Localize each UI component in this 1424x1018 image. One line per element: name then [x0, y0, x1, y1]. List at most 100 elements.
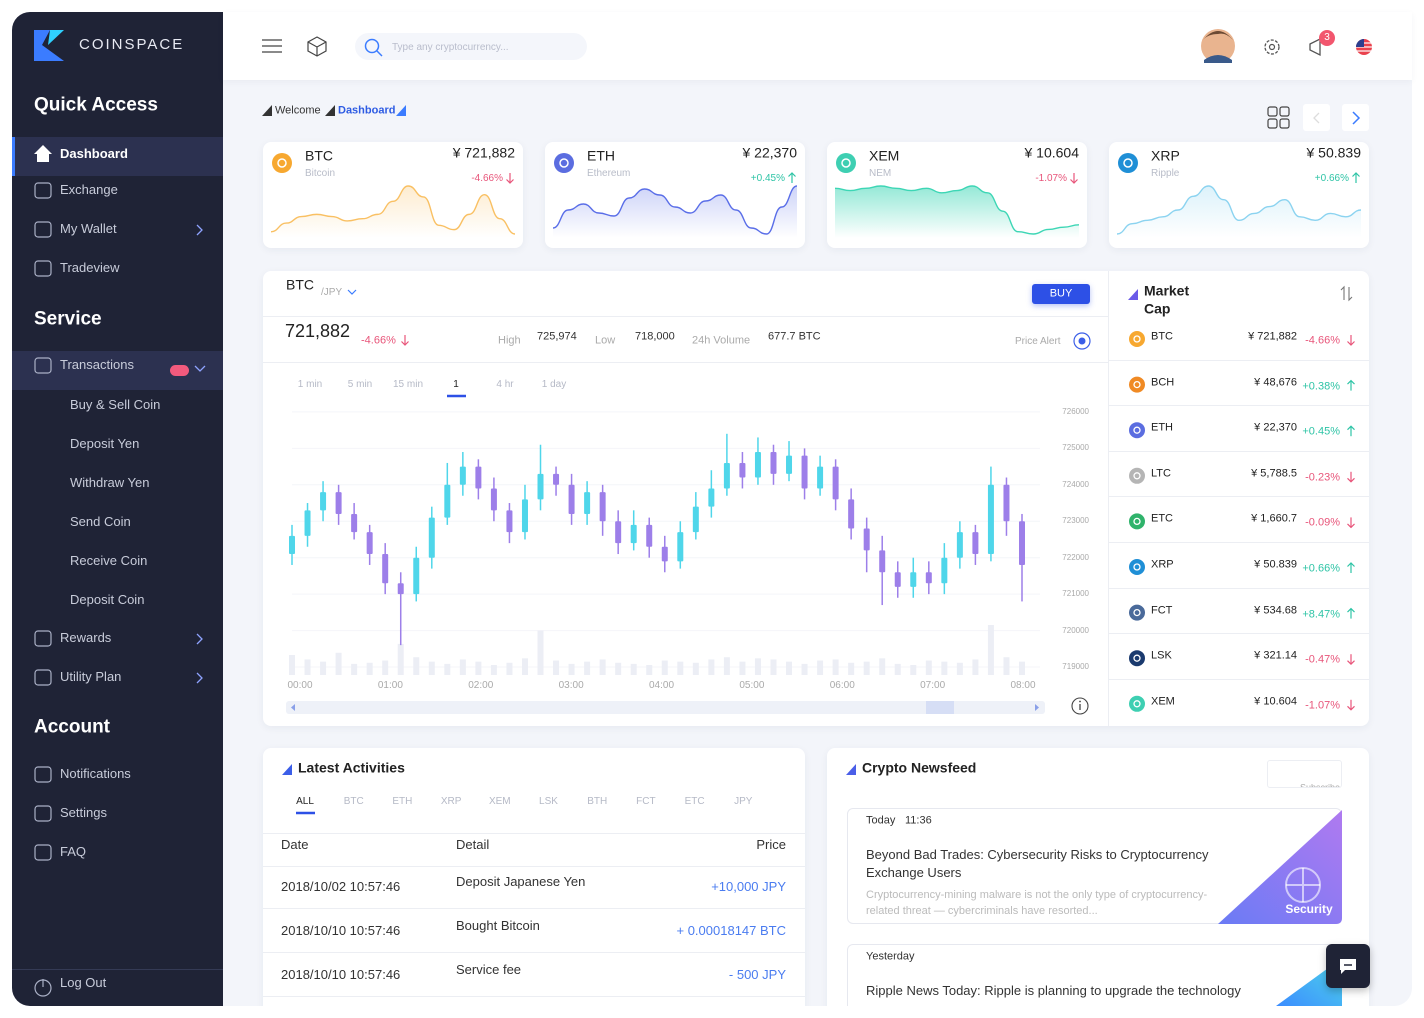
market-cap-title: Cap [1144, 300, 1171, 317]
sidebar-heading: Service [34, 308, 102, 330]
y-tick-label: 725000 [1062, 443, 1089, 453]
nav-item[interactable]: Notifications [60, 766, 131, 782]
notification-count: 3 [1324, 32, 1330, 43]
chat-icon [1340, 959, 1356, 974]
nav-item[interactable]: FAQ [60, 844, 87, 860]
nav-item[interactable]: Withdraw Yen [70, 475, 150, 491]
news-title: Beyond Bad Trades: Cybersecurity Risks t… [866, 847, 1209, 880]
y-tick-label: 726000 [1062, 407, 1089, 417]
stat-label: High [498, 334, 521, 347]
market-symbol: ETC [1151, 512, 1173, 525]
nav-item[interactable]: Transactions [60, 357, 134, 373]
logout[interactable]: Log Out [60, 975, 107, 991]
section-title: Latest Activities [298, 759, 405, 776]
scrollbar-thumb [926, 701, 954, 714]
stat-label: Low [595, 334, 616, 347]
divider [263, 362, 1108, 363]
nav-button [1303, 104, 1330, 131]
interval-tab[interactable]: 15 min [392, 379, 424, 390]
activity-tab[interactable]: FCT [636, 796, 656, 807]
activity-date: 2018/10/10 10:57:46 [281, 923, 401, 939]
nav-item[interactable]: Settings [60, 805, 107, 821]
coin-price: ¥ 22,370 [742, 144, 798, 161]
market-symbol: LTC [1151, 467, 1171, 480]
market-cap-title: Market [1144, 282, 1190, 299]
interval-tab[interactable]: 5 min [347, 379, 373, 390]
stat-value: 677.7 BTC [768, 330, 821, 343]
subscribe-label: Subscribe [1300, 783, 1340, 787]
activity-price: + 0.00018147 BTC [676, 923, 787, 939]
last-change: -4.66% [361, 334, 396, 347]
nav-item[interactable]: Deposit Yen [70, 436, 140, 452]
activity-tab[interactable]: ETC [684, 796, 705, 807]
interval-tab[interactable]: 1 day [541, 379, 567, 390]
activity-tab[interactable]: JPY [734, 796, 753, 807]
activity-tab[interactable]: XRP [440, 796, 462, 807]
x-tick-label: 04:00 [648, 680, 675, 691]
activity-tab[interactable]: BTH [587, 796, 608, 807]
x-tick-label: 06:00 [829, 680, 855, 691]
market-change: -0.23% [1305, 471, 1340, 484]
market-change: -0.09% [1305, 516, 1340, 529]
market-price: ¥ 1,660.7 [1251, 512, 1297, 525]
market-change: +8.47% [1302, 608, 1340, 620]
page-bottom-mask [0, 1006, 1424, 1018]
nav-item[interactable]: Dashboard [60, 146, 128, 162]
nav-item[interactable]: Receive Coin [70, 553, 148, 569]
market-symbol: BTC [1151, 330, 1173, 343]
x-tick-label: 03:00 [558, 680, 584, 691]
buy-button[interactable] [1032, 284, 1090, 304]
news-day: Today [866, 814, 896, 827]
interval-tab[interactable]: 1 min [297, 379, 323, 390]
nav-item[interactable]: Exchange [60, 182, 118, 198]
divider [263, 866, 805, 867]
x-tick-label: 05:00 [739, 680, 765, 691]
column-header: Date [281, 837, 309, 853]
row-divider [263, 952, 805, 953]
divider [263, 316, 1108, 317]
breadcrumb-current: Dashboard [338, 104, 396, 117]
market-price: ¥ 5,788.5 [1251, 467, 1297, 480]
activity-tab[interactable]: LSK [539, 796, 558, 807]
stat-value: 718,000 [635, 330, 675, 343]
nav-item[interactable]: Tradeview [60, 260, 120, 276]
y-tick-label: 723000 [1062, 516, 1089, 526]
search-placeholder: Type any cryptocurrency... [392, 42, 509, 53]
activity-tab[interactable]: ETH [392, 796, 413, 807]
activity-price: +10,000 JPY [711, 879, 786, 895]
sidebar-heading: Account [34, 716, 110, 738]
stat-label: 24h Volume [692, 334, 751, 347]
brand-name: COINSPACE [79, 36, 185, 53]
nav-item[interactable]: Utility Plan [60, 669, 122, 685]
market-change: +0.45% [1302, 425, 1340, 438]
row-divider [1109, 678, 1369, 680]
row-divider [263, 996, 805, 997]
y-tick-label: 720000 [1062, 625, 1089, 635]
market-price: ¥ 22,370 [1254, 421, 1297, 434]
breadcrumb: Welcome [275, 104, 321, 117]
activity-tab[interactable]: BTC [343, 796, 364, 807]
coin-change: -1.07% [1035, 173, 1067, 184]
activity-tab[interactable]: XEM [488, 796, 511, 807]
market-change: +0.38% [1302, 380, 1340, 392]
nav-item[interactable]: Buy & Sell Coin [70, 397, 161, 413]
nav-item[interactable]: Send Coin [70, 514, 131, 530]
nav-item[interactable]: Rewards [60, 630, 112, 646]
nav-item[interactable]: My Wallet [60, 221, 117, 237]
nav-item[interactable]: Deposit Coin [70, 592, 145, 608]
search-box[interactable] [355, 33, 587, 60]
interval-tab[interactable]: 1 [453, 379, 459, 390]
buy-label[interactable]: BUY [1049, 287, 1073, 300]
coin-price: ¥ 50.839 [1306, 144, 1362, 161]
market-symbol: FCT [1151, 604, 1173, 616]
row-divider [1109, 542, 1369, 543]
activities-panel [263, 748, 805, 1018]
sidebar-heading: Quick Access [34, 94, 158, 116]
x-tick-label: 08:00 [1010, 680, 1036, 691]
coin-change: -4.66% [471, 173, 503, 184]
section-title: Crypto Newsfeed [862, 759, 977, 776]
coin-symbol: XEM [869, 147, 900, 164]
activity-tab[interactable]: ALL [296, 796, 314, 807]
interval-tab[interactable]: 4 hr [496, 379, 514, 390]
